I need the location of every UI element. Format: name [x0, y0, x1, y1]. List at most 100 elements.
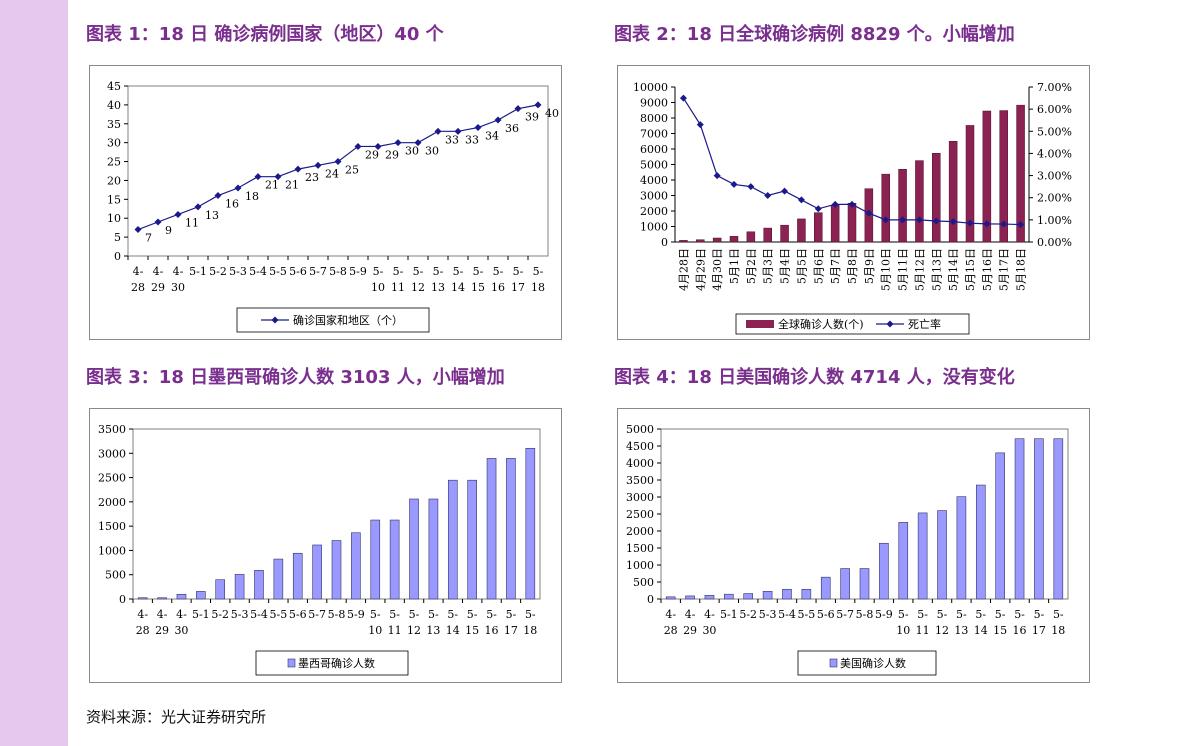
chart1-xtick-label: 5-3 — [229, 265, 247, 278]
chart4-legend-swatch — [829, 658, 838, 668]
chart4-bar — [898, 522, 909, 600]
chart1-title: 图表 1：18 日 确诊病例国家（地区）40 个 — [86, 24, 444, 45]
chart1-data-point — [494, 116, 502, 124]
chart3-xtick-label: 5-7 — [308, 608, 326, 621]
chart2-xtick-label: 5月17日 — [998, 248, 1011, 291]
chart4-bar — [995, 452, 1005, 600]
chart1-xtick-label: 5-6 — [289, 265, 307, 278]
chart4-bar — [975, 484, 986, 600]
chart1-ytick-label: 45 — [107, 80, 121, 93]
chart2-frame: 0 1000 2000 3000 4000 5000 6000 7000 8000 9000 100… — [617, 65, 1090, 340]
chart1-ytick-label: 30 — [107, 137, 121, 150]
chart1-data-label: 33 — [445, 133, 459, 146]
chart1-data-label: 34 — [485, 130, 499, 143]
chart2-bar — [881, 173, 890, 243]
chart1-xtick-label: 5-2 — [209, 265, 227, 278]
chart1-xtick-label: 5-7 — [309, 265, 327, 278]
chart4-ytick-label: 2500 — [626, 508, 654, 521]
chart3-xtick-label: 5-3 — [231, 608, 249, 621]
chart4-xtick-label: 5- — [937, 608, 948, 621]
chart2-xtick-label: 5月8日 — [846, 248, 859, 284]
chart3-xtick-label: 5- — [467, 608, 478, 621]
chart1-ytick-label: 5 — [114, 231, 121, 244]
chart4-xtick-label: 5-6 — [817, 608, 835, 621]
chart3-bar — [215, 579, 226, 600]
chart2-xtick-label: 5月3日 — [762, 248, 775, 284]
chart2-rate-point — [899, 216, 907, 224]
chart2-ytick-label: 5000 — [640, 159, 668, 172]
chart3-xtick-label: 5- — [409, 608, 420, 621]
chart1-data-point — [534, 101, 542, 109]
left-sidebar-strip — [0, 0, 68, 746]
chart4-xtick-label-line2: 11 — [916, 624, 930, 637]
chart4-bar — [1014, 438, 1025, 600]
chart3-xtick-label-line2: 10 — [368, 624, 382, 637]
chart1-data-point — [374, 142, 382, 150]
chart2-ytick-right-label: 0.00% — [1037, 236, 1072, 249]
chart2-rate-point — [949, 218, 957, 226]
chart1-xtick-label-line2: 14 — [451, 281, 465, 294]
chart4-xtick-label-line2: 16 — [1013, 624, 1027, 637]
chart1-data-point — [434, 127, 442, 135]
chart3-ytick-label: 3500 — [98, 423, 126, 436]
chart1-data-point — [414, 139, 422, 147]
chart1-ytick-label: 20 — [107, 174, 121, 187]
chart1-xtick-label: 4- — [133, 265, 144, 278]
chart2-ytick-right-label: 1.00% — [1037, 214, 1072, 227]
chart3-bar — [234, 574, 245, 600]
chart1-data-label: 7 — [145, 232, 152, 245]
chart4-xtick-label: 4- — [685, 608, 696, 621]
chart2-rate-point — [814, 205, 822, 213]
chart4-xtick-label: 5- — [956, 608, 967, 621]
chart1-data-point — [274, 173, 282, 181]
chart4-bar — [665, 596, 676, 600]
chart4-ytick-label: 1500 — [626, 542, 654, 555]
chart2-legend-box — [735, 313, 970, 335]
chart3-xtick-label-line2: 29 — [155, 624, 169, 637]
chart4-bar — [1053, 438, 1064, 600]
chart1-xtick-label-line2: 12 — [411, 281, 425, 294]
chart2-rate-point — [1017, 221, 1025, 229]
chart4-bar — [782, 588, 792, 600]
chart4-bar — [801, 588, 812, 600]
chart3-xtick-label: 5-5 — [269, 608, 287, 621]
chart2-xtick-label: 5月10日 — [880, 248, 893, 291]
chart2-xtick-label: 5月5日 — [795, 248, 808, 284]
chart4-xtick-label: 5- — [917, 608, 928, 621]
chart2-bar — [712, 237, 722, 243]
chart4-xtick-label: 5- — [975, 608, 986, 621]
chart3-ytick-label: 1500 — [98, 520, 126, 533]
chart2-bar — [797, 218, 806, 243]
chart4-bar — [1034, 438, 1044, 600]
chart4-xtick-label: 5- — [898, 608, 909, 621]
chart3-bar — [467, 479, 477, 600]
chart1-xtick-label: 5-8 — [329, 265, 347, 278]
chart3-xtick-label: 5- — [525, 608, 536, 621]
chart3-xtick-label: 5- — [506, 608, 517, 621]
chart4-ytick-label: 2000 — [626, 525, 654, 538]
chart2-rate-point — [966, 219, 974, 227]
chart4-legend-label: 美国确诊人数 — [840, 656, 906, 670]
chart3-xtick-label-line2: 15 — [465, 624, 479, 637]
chart1-data-point — [214, 192, 222, 200]
chart4-bar — [917, 512, 928, 600]
chart1-xtick-label-line2: 16 — [491, 281, 505, 294]
chart2-bar — [965, 125, 975, 243]
chart2-bar — [780, 224, 789, 243]
chart2-ytick-label: 7000 — [640, 128, 668, 141]
chart2-bar — [679, 240, 688, 243]
chart3-ytick-label: 2000 — [98, 496, 126, 509]
chart3-xtick-label: 4- — [176, 608, 187, 621]
chart3-xtick-label: 5- — [428, 608, 439, 621]
chart1-ytick-label: 15 — [107, 193, 121, 206]
chart2-ytick-label: 0 — [661, 236, 668, 249]
chart1-data-point — [334, 158, 342, 166]
chart4-xtick-label: 5-7 — [836, 608, 854, 621]
chart2-rate-point — [1000, 220, 1008, 228]
chart1-xtick-label: 5- — [473, 265, 484, 278]
chart3-legend-swatch — [287, 658, 296, 668]
chart1-xtick-label: 5- — [493, 265, 504, 278]
chart2-rate-point — [730, 180, 738, 188]
chart1-xtick-label: 4- — [153, 265, 164, 278]
chart3-xtick-label-line2: 18 — [523, 624, 537, 637]
